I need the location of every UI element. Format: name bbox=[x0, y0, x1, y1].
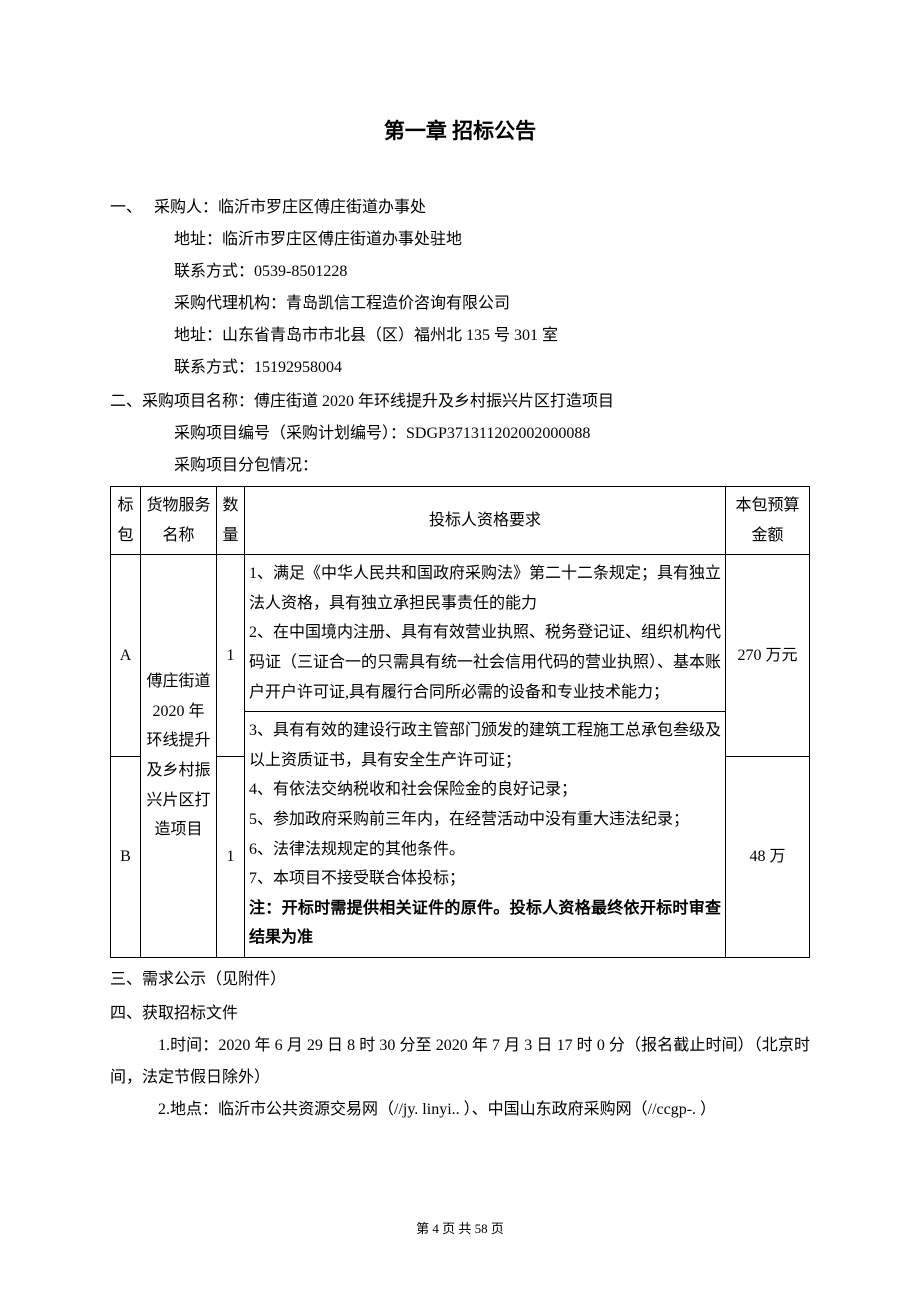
cell-biaobao-a: A bbox=[111, 555, 141, 756]
cell-budget-a: 270 万元 bbox=[726, 555, 810, 756]
cell-qty-b: 1 bbox=[217, 756, 245, 957]
project-no: 采购项目编号（采购计划编号）：SDGP371311202002000088 bbox=[110, 418, 810, 450]
agency: 采购代理机构：青岛凯信工程造价咨询有限公司 bbox=[110, 288, 810, 320]
cell-requirements: 1、满足《中华人民共和国政府采购法》第二十二条规定；具有独立法人资格，具有独立承… bbox=[245, 555, 726, 958]
section-2: 二、采购项目名称：傅庄街道 2020 年环线提升及乡村振兴片区打造项目 采购项目… bbox=[110, 386, 810, 482]
page-footer: 第 4 页 共 58 页 bbox=[0, 1216, 920, 1242]
agency-address: 地址：山东省青岛市市北县（区）福州北 135 号 301 室 bbox=[110, 320, 810, 352]
purchaser: 采购人：临沂市罗庄区傅庄街道办事处 bbox=[154, 199, 426, 216]
purchaser-contact: 联系方式：0539-8501228 bbox=[110, 256, 810, 288]
package-table: 标包 货物服务名称 数量 投标人资格要求 本包预算金额 A 傅庄街道2020 年… bbox=[110, 486, 810, 958]
req-part2-wrapper: 3、具有有效的建设行政主管部门颁发的建筑工程施工总承包叁级及以上资质证书，具有安… bbox=[245, 711, 725, 957]
th-budget: 本包预算金额 bbox=[726, 487, 810, 555]
section-4: 四、获取招标文件 1.时间：2020 年 6 月 29 日 8 时 30 分至 … bbox=[110, 998, 810, 1126]
cell-qty-a: 1 bbox=[217, 555, 245, 756]
req-part2-text: 3、具有有效的建设行政主管部门颁发的建筑工程施工总承包叁级及以上资质证书，具有安… bbox=[249, 722, 721, 887]
section4-item2: 2.地点：临沂市公共资源交易网（//jy. linyi.. ）、中国山东政府采购… bbox=[110, 1094, 810, 1126]
cell-project-name: 傅庄街道2020 年环线提升及乡村振兴片区打造项目 bbox=[141, 555, 217, 958]
cell-biaobao-b: B bbox=[111, 756, 141, 957]
section4-item1: 1.时间：2020 年 6 月 29 日 8 时 30 分至 2020 年 7 … bbox=[110, 1030, 810, 1094]
section1-label: 一、 bbox=[110, 199, 142, 216]
chapter-title: 第一章 招标公告 bbox=[110, 110, 810, 152]
th-requirements: 投标人资格要求 bbox=[245, 487, 726, 555]
th-qty: 数量 bbox=[217, 487, 245, 555]
subpackage-label: 采购项目分包情况： bbox=[110, 450, 810, 482]
req-part1: 1、满足《中华人民共和国政府采购法》第二十二条规定；具有独立法人资格，具有独立承… bbox=[245, 555, 725, 711]
section4-label: 四、获取招标文件 bbox=[110, 998, 810, 1030]
th-biaobao: 标包 bbox=[111, 487, 141, 555]
table-row: A 傅庄街道2020 年环线提升及乡村振兴片区打造项目 1 1、满足《中华人民共… bbox=[111, 555, 810, 756]
section-1: 一、 采购人：临沂市罗庄区傅庄街道办事处 地址：临沂市罗庄区傅庄街道办事处驻地 … bbox=[110, 192, 810, 384]
cell-budget-b: 48 万 bbox=[726, 756, 810, 957]
section-3: 三、需求公示（见附件） bbox=[110, 964, 810, 996]
th-name: 货物服务名称 bbox=[141, 487, 217, 555]
req-part2-bold: 注：开标时需提供相关证件的原件。投标人资格最终依开标时审查结果为准 bbox=[249, 900, 721, 947]
agency-contact: 联系方式：15192958004 bbox=[110, 352, 810, 384]
project-name-line: 二、采购项目名称：傅庄街道 2020 年环线提升及乡村振兴片区打造项目 bbox=[110, 386, 810, 418]
table-header-row: 标包 货物服务名称 数量 投标人资格要求 本包预算金额 bbox=[111, 487, 810, 555]
purchaser-line: 一、 采购人：临沂市罗庄区傅庄街道办事处 bbox=[110, 192, 810, 224]
purchaser-address: 地址：临沂市罗庄区傅庄街道办事处驻地 bbox=[110, 224, 810, 256]
